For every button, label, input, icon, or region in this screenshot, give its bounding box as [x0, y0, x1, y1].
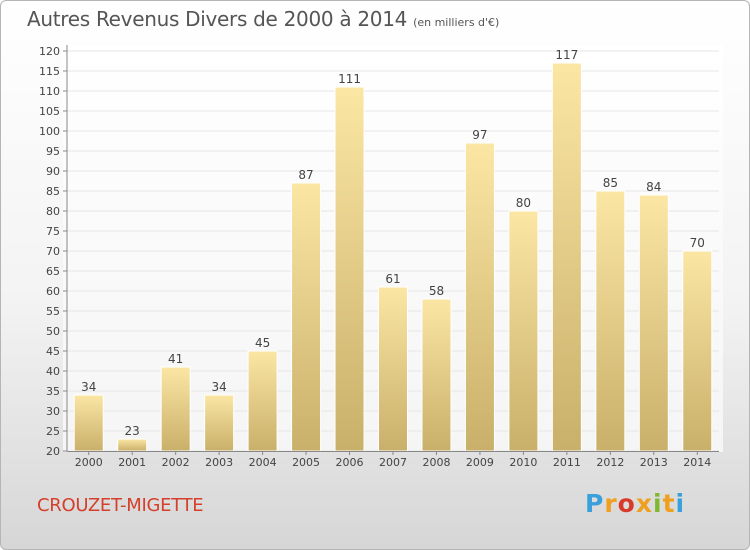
bar-2000 — [73, 394, 104, 452]
axes — [66, 45, 719, 452]
data-label-2008: 58 — [429, 284, 444, 298]
logo-letter: i — [675, 489, 686, 518]
data-label-2009: 97 — [472, 128, 487, 142]
x-tick-label: 2003 — [205, 456, 233, 469]
bar-2002 — [160, 366, 191, 452]
bar-2008 — [421, 298, 452, 452]
y-tick-label: 55 — [46, 305, 60, 318]
x-tick-label: 2013 — [640, 456, 668, 469]
x-tick-label: 2008 — [422, 456, 450, 469]
chart-title-unit: (en milliers d'€) — [413, 16, 500, 29]
data-label-2012: 85 — [603, 176, 618, 190]
chart-title-main: Autres Revenus Divers de 2000 à 2014 — [27, 7, 408, 31]
y-tick-label: 60 — [46, 285, 60, 298]
bar-2001 — [117, 438, 148, 452]
bar-2009 — [464, 142, 495, 452]
data-label-2000: 34 — [81, 380, 96, 394]
data-label-2011: 117 — [555, 48, 578, 62]
x-tick-label: 2006 — [336, 456, 364, 469]
y-tick-label: 30 — [46, 405, 60, 418]
y-axis-ticks: 20 25 30 35 40 45 50 55 60 65 70 75 80 85 90 95 100 105 11… — [39, 45, 67, 458]
bar-2014 — [682, 250, 713, 452]
data-label-2006: 111 — [338, 72, 361, 86]
y-tick-label: 65 — [46, 265, 60, 278]
x-tick-label: 2012 — [596, 456, 624, 469]
logo-letter: t — [662, 489, 676, 518]
x-tick-label: 2004 — [249, 456, 277, 469]
bar-2005 — [291, 182, 322, 452]
x-tick-label: 2000 — [75, 456, 103, 469]
x-tick-label: 2007 — [379, 456, 407, 469]
data-label-2013: 84 — [646, 180, 661, 194]
data-label-2007: 61 — [385, 272, 400, 286]
bar-2012 — [595, 190, 626, 452]
chart-title: Autres Revenus Divers de 2000 à 2014 (en … — [27, 7, 499, 31]
data-label-2003: 34 — [211, 380, 226, 394]
bar-2013 — [638, 194, 669, 452]
y-tick-label: 40 — [46, 365, 60, 378]
data-label-2010: 80 — [516, 196, 531, 210]
y-tick-label: 80 — [46, 205, 60, 218]
bars — [73, 62, 713, 452]
y-tick-label: 45 — [46, 345, 60, 358]
logo-letter: r — [604, 489, 618, 518]
y-tick-label: 35 — [46, 385, 60, 398]
y-tick-label: 85 — [46, 185, 60, 198]
logo-letter: i — [653, 489, 663, 518]
data-label-2002: 41 — [168, 352, 183, 366]
x-axis-ticks: 2000 2001 2002 2003 2004 2005 2006 2007 2008 2009… — [75, 451, 711, 469]
location-name: CROUZET-MIGETTE — [37, 495, 204, 516]
data-label-2001: 23 — [125, 424, 140, 438]
data-label-2005: 87 — [298, 168, 313, 182]
bar-2006 — [334, 86, 365, 452]
x-tick-label: 2011 — [553, 456, 581, 469]
x-tick-label: 2009 — [466, 456, 494, 469]
x-tick-label: 2014 — [683, 456, 711, 469]
bar-2004 — [247, 350, 278, 452]
data-label-2014: 70 — [690, 236, 705, 250]
x-tick-label: 2001 — [118, 456, 146, 469]
bar-2003 — [204, 394, 235, 452]
y-tick-label: 120 — [39, 45, 60, 58]
y-tick-label: 50 — [46, 325, 60, 338]
y-tick-label: 20 — [46, 445, 60, 458]
y-tick-label: 25 — [46, 425, 60, 438]
logo-letter: P — [585, 489, 605, 518]
data-labels: 34 23 41 34 45 87 111 61 58 97 80 117 85 84 70 — [81, 48, 705, 438]
proxiti-logo: Proxiti — [585, 489, 685, 518]
y-tick-label: 90 — [46, 165, 60, 178]
y-tick-label: 75 — [46, 225, 60, 238]
bar-2010 — [508, 210, 539, 452]
data-label-2004: 45 — [255, 336, 270, 350]
bar-2007 — [378, 286, 408, 452]
logo-letter: o — [617, 489, 636, 518]
logo-letter: x — [635, 489, 653, 518]
bar-2011 — [551, 62, 582, 452]
y-tick-label: 100 — [39, 125, 60, 138]
y-tick-label: 110 — [39, 85, 60, 98]
x-tick-label: 2002 — [162, 456, 190, 469]
y-tick-label: 115 — [39, 65, 60, 78]
y-tick-label: 105 — [39, 105, 60, 118]
x-tick-label: 2010 — [509, 456, 537, 469]
y-tick-label: 70 — [46, 245, 60, 258]
x-tick-label: 2005 — [292, 456, 320, 469]
y-tick-label: 95 — [46, 145, 60, 158]
